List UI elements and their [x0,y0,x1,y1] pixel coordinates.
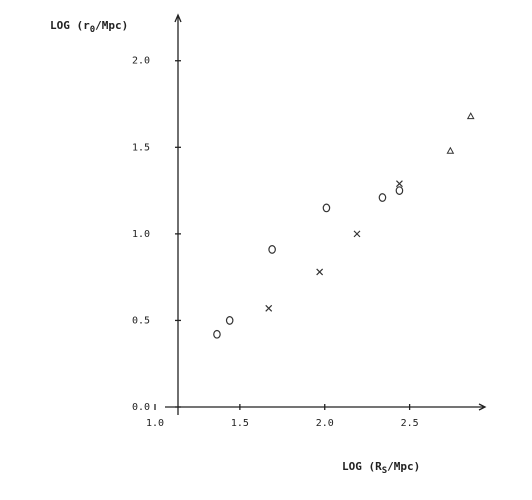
cross-point [265,304,273,312]
triangle-point [446,146,455,154]
cross-point [353,230,361,238]
y-axis-label: LOG (r0/Mpc) [50,19,128,35]
y-tick-label: 0.0 [132,402,150,413]
cross-point [316,268,324,276]
triangle-point [466,112,475,120]
cross-point [396,180,403,188]
y-tick-label: 2.0 [132,56,150,67]
y-label-sub: 0 [90,25,95,35]
x-label-text: LOG (R [342,460,382,473]
x-tick-label: 2.5 [401,418,419,429]
circle-point [322,203,331,213]
y-tick-label: 0.5 [132,315,150,326]
x-tick-label: 2.0 [316,418,334,429]
x-label-text: /Mpc) [387,460,420,473]
x-tick-label: 1.0 [146,418,164,429]
y-tick-label: 1.5 [132,142,150,153]
y-label-text: LOG (r [50,19,90,32]
circle-point [213,329,221,339]
circle-point [378,193,387,202]
x-axis-label: LOG (RS/Mpc) [342,460,420,476]
circle-point [225,316,234,325]
x-label-sub: S [382,466,387,476]
y-tick-label: 1.0 [132,229,150,240]
circle-point [268,245,276,254]
y-axis-arrow [174,13,182,23]
x-axis-arrow [478,403,487,411]
x-tick-label: 1.5 [231,418,249,429]
circle-point [395,186,404,195]
y-label-text: /Mpc) [95,19,128,32]
